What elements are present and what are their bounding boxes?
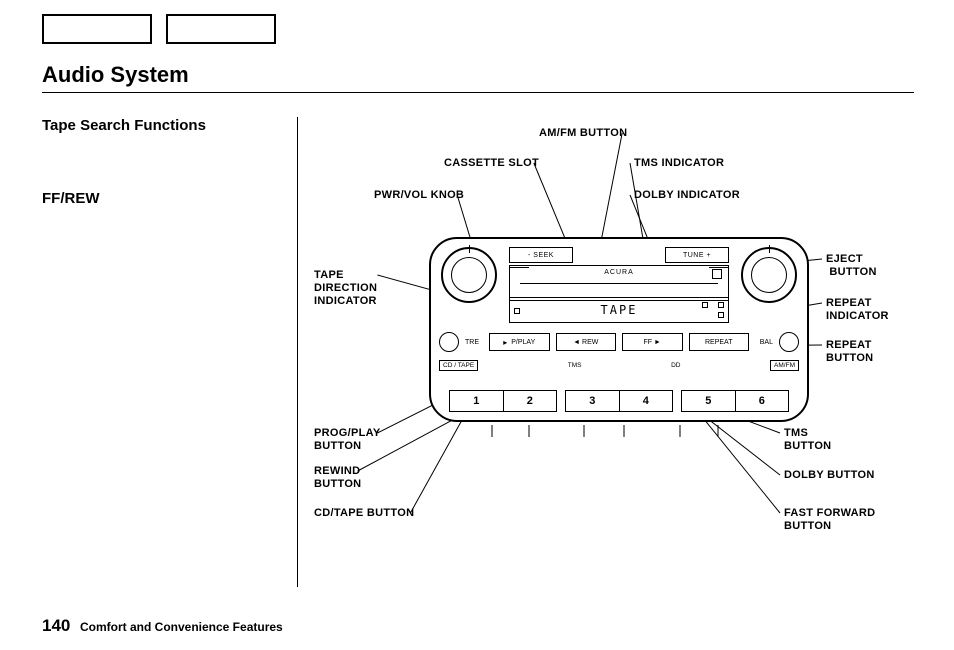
display-text: TAPE bbox=[601, 303, 638, 317]
fast-forward-button: FF ► bbox=[622, 333, 683, 351]
brand-label: ACURA bbox=[598, 269, 640, 279]
cassette-slot: ACURA bbox=[509, 265, 729, 301]
function-row: CD / TAPE TMS DD AM/FM bbox=[439, 357, 799, 373]
section-ffrew: FF/REW bbox=[42, 190, 277, 207]
preset-6: 6 bbox=[735, 391, 789, 411]
callout-rewind-button: REWIND BUTTON bbox=[314, 465, 361, 491]
callout-tms-button: TMS BUTTON bbox=[784, 427, 831, 453]
page-number: 140 bbox=[42, 616, 70, 635]
callout-repeat-indicator: REPEAT INDICATOR bbox=[826, 297, 889, 323]
callout-cd-tape-button: CD/TAPE BUTTON bbox=[314, 507, 414, 520]
top-reference-boxes bbox=[42, 14, 914, 44]
bal-label: BAL bbox=[755, 339, 773, 346]
title-rule bbox=[42, 92, 914, 93]
seek-label: - SEEK bbox=[509, 247, 573, 263]
amfm-button: AM/FM bbox=[770, 360, 799, 371]
callout-dolby-button: DOLBY BUTTON bbox=[784, 469, 875, 482]
rewind-button: ◄ REW bbox=[556, 333, 617, 351]
balance-knob bbox=[779, 332, 799, 352]
right-column: AM/FM BUTTON CASSETTE SLOT TMS INDICATOR PW… bbox=[298, 117, 914, 587]
callout-fast-forward-button: FAST FORWARD BUTTON bbox=[784, 507, 875, 533]
preset-buttons: 12 34 56 bbox=[449, 390, 789, 412]
preset-3: 3 bbox=[566, 391, 619, 411]
treble-knob bbox=[439, 332, 459, 352]
preset-5: 5 bbox=[682, 391, 735, 411]
top-box-1 bbox=[42, 14, 152, 44]
left-column: Tape Search Functions FF/REW bbox=[42, 117, 297, 587]
audio-system-diagram: AM/FM BUTTON CASSETTE SLOT TMS INDICATOR PW… bbox=[314, 117, 914, 587]
page-footer: 140 Comfort and Convenience Features bbox=[42, 616, 283, 636]
page-title: Audio System bbox=[42, 62, 914, 88]
callout-pwr-vol-knob: PWR/VOL KNOB bbox=[374, 189, 464, 202]
preset-4: 4 bbox=[619, 391, 673, 411]
repeat-button: REPEAT bbox=[689, 333, 750, 351]
prog-play-button: ▸P/PLAY bbox=[489, 333, 550, 351]
top-box-2 bbox=[166, 14, 276, 44]
cd-tape-button: CD / TAPE bbox=[439, 360, 478, 371]
control-row: TRE ▸P/PLAY ◄ REW FF ► REPEAT BAL bbox=[439, 331, 799, 353]
callout-cassette-slot: CASSETTE SLOT bbox=[444, 157, 539, 170]
preset-1: 1 bbox=[450, 391, 503, 411]
tape-direction-indicator bbox=[514, 308, 520, 314]
callout-am-fm-button: AM/FM BUTTON bbox=[539, 127, 627, 140]
tre-label: TRE bbox=[465, 339, 483, 346]
callout-dolby-indicator: DOLBY INDICATOR bbox=[634, 189, 740, 202]
callout-eject-button: EJECT BUTTON bbox=[826, 253, 877, 279]
callout-tape-direction-indicator: TAPE DIRECTION INDICATOR bbox=[314, 269, 377, 309]
pwr-vol-knob bbox=[441, 247, 497, 303]
tuning-knob bbox=[741, 247, 797, 303]
repeat-indicator bbox=[718, 312, 724, 318]
dolby-button: DD bbox=[671, 362, 680, 369]
callout-prog-play-button: PROG/PLAY BUTTON bbox=[314, 427, 380, 453]
tms-indicator bbox=[702, 302, 708, 308]
footer-text: Comfort and Convenience Features bbox=[80, 620, 283, 634]
tune-label: TUNE + bbox=[665, 247, 729, 263]
callout-repeat-button: REPEAT BUTTON bbox=[826, 339, 873, 365]
lcd-display: TAPE bbox=[509, 297, 729, 323]
subhead: Tape Search Functions bbox=[42, 117, 277, 134]
preset-2: 2 bbox=[503, 391, 557, 411]
eject-button bbox=[712, 269, 722, 279]
dolby-indicator bbox=[718, 302, 724, 308]
tms-button: TMS bbox=[568, 362, 582, 369]
radio-faceplate: - SEEK TUNE + ACURA TAPE bbox=[429, 237, 809, 422]
callout-tms-indicator: TMS INDICATOR bbox=[634, 157, 724, 170]
